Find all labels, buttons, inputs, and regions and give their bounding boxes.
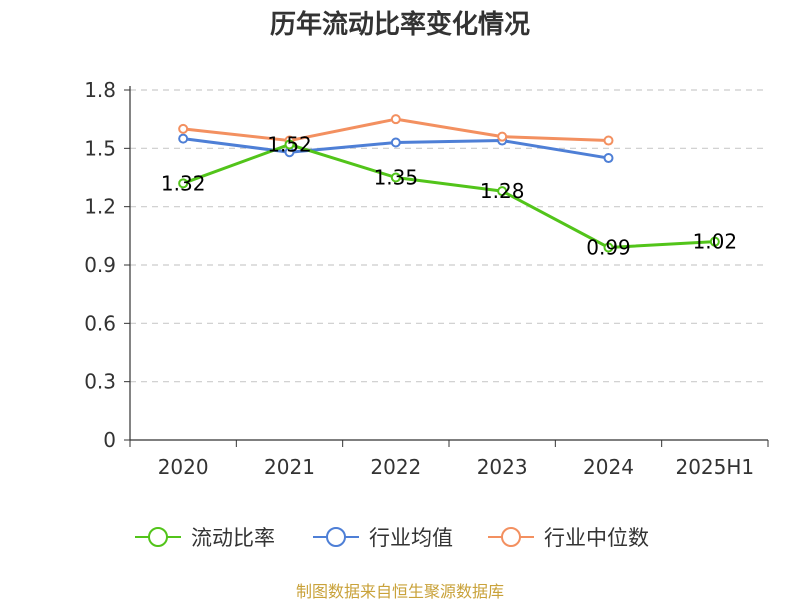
chart-title: 历年流动比率变化情况 — [269, 10, 530, 40]
y-tick-label: 0 — [103, 428, 116, 452]
series-line — [182, 142, 715, 249]
data-point — [178, 123, 189, 134]
y-tick-label: 0.3 — [84, 370, 116, 394]
x-tick-label: 2023 — [477, 455, 528, 479]
legend-label: 流动比率 — [191, 526, 275, 550]
data-point — [603, 135, 614, 146]
x-tick-label: 2022 — [370, 455, 421, 479]
source-note: 制图数据来自恒生聚源数据库 — [295, 582, 504, 601]
data-label: 1.02 — [693, 230, 738, 254]
y-tick-label: 0.6 — [84, 311, 116, 335]
legend-label: 行业中位数 — [544, 526, 649, 550]
y-tick-label: 1.2 — [84, 195, 116, 219]
data-point — [709, 236, 720, 247]
y-tick-label: 1.8 — [84, 78, 116, 102]
x-tick-label: 2024 — [583, 455, 634, 479]
data-label: 1.28 — [480, 179, 525, 203]
y-tick-label: 0.9 — [84, 253, 116, 277]
legend-marker — [501, 527, 521, 547]
data-point — [390, 172, 401, 183]
data-point — [178, 133, 189, 144]
legend-marker — [326, 527, 346, 547]
data-point — [178, 178, 189, 189]
data-point — [497, 186, 508, 197]
data-point — [603, 153, 614, 164]
legend-marker — [148, 527, 168, 547]
data-point — [497, 131, 508, 142]
data-point — [284, 139, 295, 150]
data-label: 1.32 — [161, 171, 206, 195]
x-tick-label: 2021 — [264, 455, 315, 479]
y-tick-label: 1.5 — [84, 136, 116, 160]
data-label: 0.99 — [586, 236, 631, 260]
x-tick-label: 2025H1 — [675, 455, 754, 479]
data-point — [390, 137, 401, 148]
legend-label: 行业均值 — [369, 526, 453, 550]
data-point — [603, 242, 614, 253]
data-point — [390, 114, 401, 125]
x-tick-label: 2020 — [158, 455, 209, 479]
data-label: 1.35 — [374, 166, 419, 190]
data-label: 1.52 — [267, 132, 312, 156]
